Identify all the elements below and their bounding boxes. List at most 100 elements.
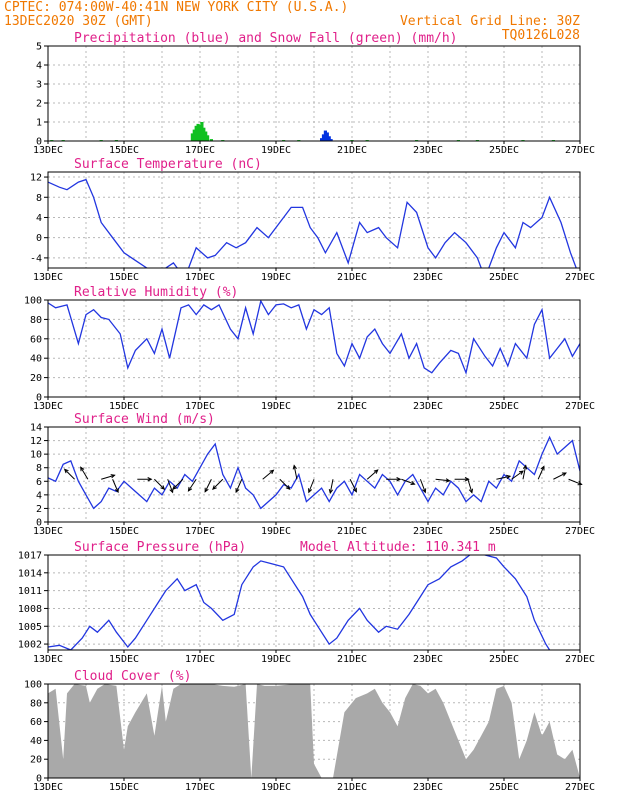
xtick-label: 23DEC — [413, 782, 443, 793]
wind-arrowhead — [396, 477, 402, 482]
xtick-label: 25DEC — [489, 401, 519, 412]
wind-arrowhead — [235, 488, 240, 494]
ytick-label: 80 — [30, 698, 42, 709]
ytick-label: 100 — [24, 296, 42, 307]
ytick-label: 60 — [30, 334, 42, 345]
wind-arrow — [553, 472, 567, 480]
panel-frame — [47, 299, 581, 398]
wind-arrow — [537, 466, 545, 480]
wind-arrow — [64, 468, 75, 480]
xtick-label: 27DEC — [565, 654, 595, 665]
wind-arrowhead — [540, 465, 545, 471]
ytick-label: 40 — [30, 736, 42, 747]
ytick-label: 100 — [24, 680, 42, 691]
wind-arrow — [101, 474, 115, 480]
wind-arrowhead — [187, 486, 193, 492]
precip-bar — [320, 138, 324, 141]
xtick-label: 15DEC — [109, 782, 139, 793]
header-date: 13DEC2020 30Z (GMT) — [4, 14, 153, 29]
wind-arrowhead — [373, 469, 379, 474]
xtick-label: 21DEC — [337, 782, 367, 793]
xtick-label: 23DEC — [413, 654, 443, 665]
xtick-label: 19DEC — [261, 526, 291, 537]
wind-arrow — [419, 479, 426, 493]
ytick-label: 1005 — [18, 622, 42, 633]
panel-title: Surface Temperature (nC) — [74, 157, 262, 172]
wind-arrow — [401, 478, 415, 485]
xtick-label: 25DEC — [489, 526, 519, 537]
ytick-label: -4 — [30, 253, 42, 264]
precip-bar — [202, 127, 206, 141]
xtick-label: 17DEC — [185, 782, 215, 793]
wind-arrow — [568, 478, 582, 485]
ytick-label: 12 — [30, 436, 42, 447]
xtick-label: 17DEC — [185, 145, 215, 156]
xtick-label: 15DEC — [109, 401, 139, 412]
series-line — [48, 178, 577, 268]
xtick-label: 15DEC — [109, 654, 139, 665]
wind-arrowhead — [63, 468, 69, 474]
ytick-label: 1 — [36, 118, 42, 129]
panel-title: Cloud Cover (%) — [74, 669, 191, 684]
xtick-label: 17DEC — [185, 654, 215, 665]
wind-arrowhead — [147, 477, 153, 482]
xtick-label: 25DEC — [489, 654, 519, 665]
wind-arrow — [366, 469, 379, 480]
xtick-label: 25DEC — [489, 145, 519, 156]
panel-frame — [47, 45, 581, 142]
wind-arrow — [511, 470, 524, 480]
panel-frame — [47, 171, 581, 269]
ytick-label: 20 — [30, 755, 42, 766]
precip-bar — [325, 132, 329, 141]
xtick-label: 15DEC — [109, 145, 139, 156]
xtick-label: 21DEC — [337, 272, 367, 283]
wind-arrowhead — [518, 470, 524, 475]
xtick-label: 23DEC — [413, 526, 443, 537]
precip-bar — [194, 125, 198, 141]
xtick-label: 17DEC — [185, 526, 215, 537]
panel-title: Surface Pressure (hPa) — [74, 540, 246, 555]
ytick-label: 4 — [36, 490, 42, 501]
wind-arrowhead — [308, 488, 313, 494]
ytick-label: 80 — [30, 315, 42, 326]
precip-bar — [329, 139, 333, 141]
precip-bar — [209, 139, 213, 141]
xtick-label: 23DEC — [413, 272, 443, 283]
wind-arrow — [467, 479, 473, 493]
xtick-label: 13DEC — [33, 272, 63, 283]
ytick-label: 2 — [36, 504, 42, 515]
xtick-label: 19DEC — [261, 145, 291, 156]
ytick-label: 12 — [30, 173, 42, 184]
ytick-label: 8 — [36, 193, 42, 204]
wind-arrow — [80, 466, 89, 480]
precip-bar — [190, 133, 194, 141]
header-grid-note: Vertical Grid Line: 30Z — [400, 14, 580, 29]
wind-arrowhead — [468, 488, 474, 494]
wind-arrow — [212, 478, 224, 490]
panel-5: 0 20 40 60 80 100 13DEC 15DEC 17DEC 19DEC 21DEC 23D… — [24, 669, 595, 793]
wind-arrow — [188, 478, 197, 492]
ytick-label: 1014 — [18, 568, 42, 579]
precip-bar — [327, 136, 331, 141]
xtick-label: 21DEC — [337, 145, 367, 156]
cloud-cover-area — [48, 684, 580, 778]
xtick-label: 27DEC — [565, 782, 595, 793]
xtick-label: 19DEC — [261, 401, 291, 412]
xtick-label: 19DEC — [261, 782, 291, 793]
wind-arrowhead — [204, 487, 209, 493]
panel-title: Precipitation (blue) and Snow Fall (gree… — [74, 31, 458, 46]
ytick-label: 10 — [30, 450, 42, 461]
ytick-label: 2 — [36, 99, 42, 110]
ytick-label: 8 — [36, 463, 42, 474]
wind-arrowhead — [172, 485, 177, 490]
xtick-label: 21DEC — [337, 401, 367, 412]
wind-arrow — [329, 479, 334, 494]
wind-arrowhead — [285, 485, 291, 490]
wind-arrow — [496, 475, 511, 480]
wind-arrow — [293, 465, 298, 480]
xtick-label: 25DEC — [489, 272, 519, 283]
panel-frame — [47, 554, 581, 651]
wind-arrow — [349, 479, 357, 492]
